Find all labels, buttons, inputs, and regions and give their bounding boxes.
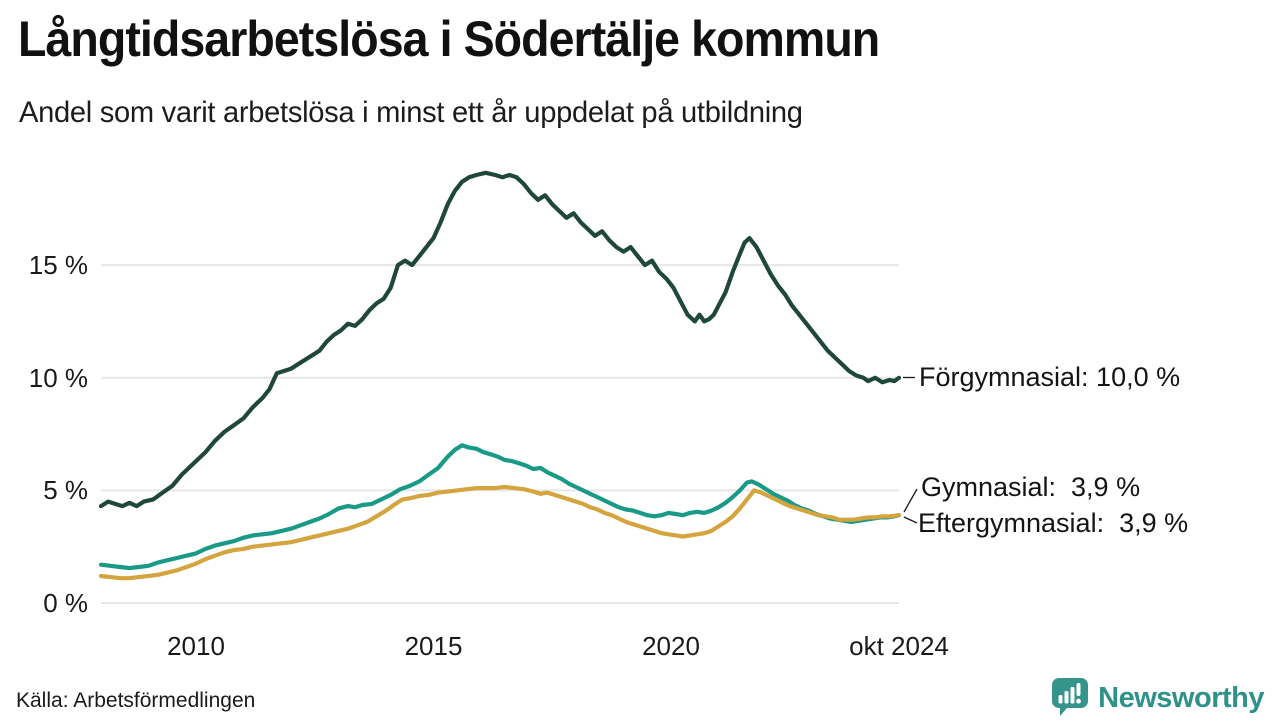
- x-axis-tick-label: okt 2024: [849, 631, 949, 661]
- y-axis-tick-label: 15 %: [28, 250, 88, 281]
- series-end-label-eftergymnasial: Eftergymnasial: 3,9 %: [918, 508, 1189, 538]
- label-connector-gymnasial: [903, 488, 918, 513]
- chart-title: Långtidsarbetslösa i Södertälje kommun: [18, 11, 880, 67]
- x-axis-tick-label: 2010: [167, 631, 225, 661]
- y-axis-tick-label: 0 %: [43, 588, 88, 618]
- series-end-label-gymnasial: Gymnasial: 3,9 %: [921, 472, 1141, 502]
- source-note: Källa: Arbetsförmedlingen: [16, 689, 256, 712]
- y-axis-tick-label: 10 %: [28, 362, 88, 393]
- series-end-label-forgymnasial: Förgymnasial: 10,0 %: [919, 362, 1181, 392]
- label-connector-eftergymnasial: [903, 516, 918, 524]
- bar-chart-bubble-icon: [1050, 676, 1090, 721]
- x-axis-tick-label: 2020: [642, 631, 700, 661]
- series-line-forgymnasial: [98, 170, 902, 509]
- x-axis-tick-label: 2015: [404, 631, 463, 661]
- brand-name: Newsworthy: [1098, 682, 1264, 714]
- chart-subtitle: Andel som varit arbetslösa i minst ett å…: [19, 96, 803, 129]
- newsworthy-logo: Newsworthy: [1050, 676, 1264, 721]
- series-line-gymnasial: [98, 443, 902, 571]
- series-line-eftergymnasial: [98, 484, 902, 581]
- y-axis-tick-label: 5 %: [43, 475, 88, 506]
